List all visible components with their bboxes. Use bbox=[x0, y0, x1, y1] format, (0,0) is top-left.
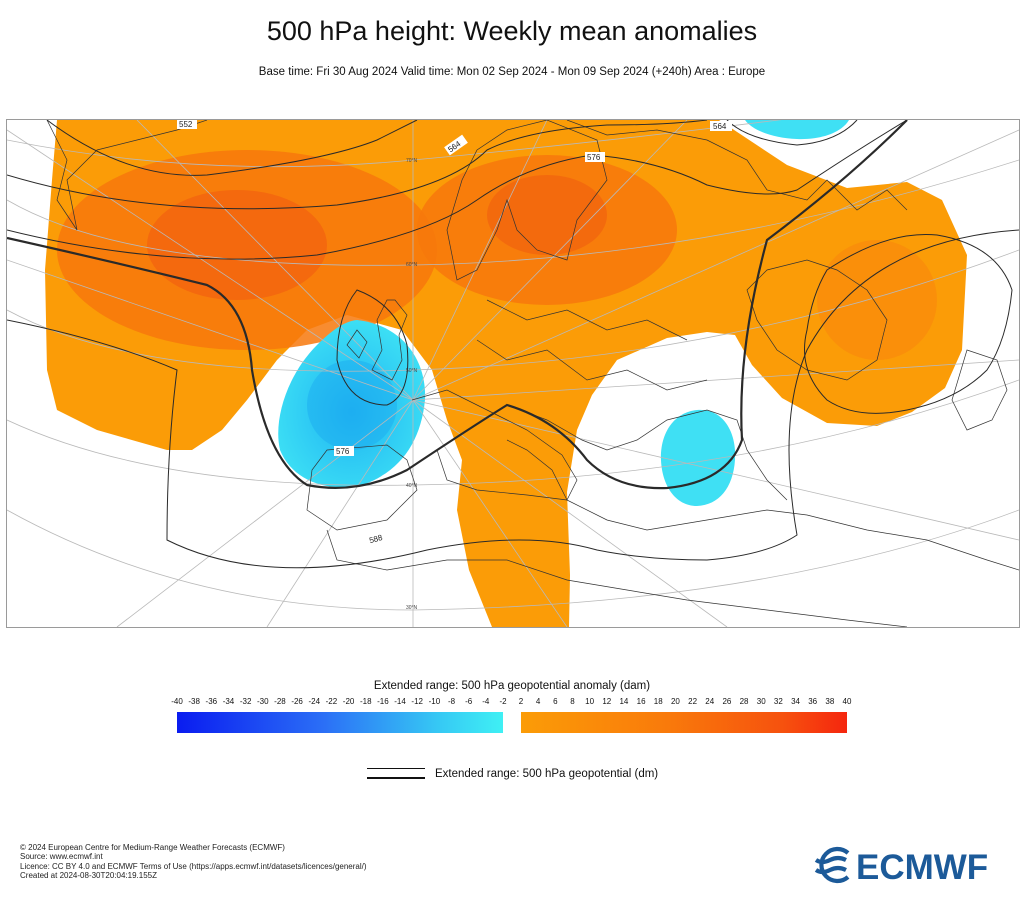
footer-created: Created at 2024-08-30T20:04:19.155Z bbox=[20, 870, 157, 880]
geopotential-line-key bbox=[367, 768, 425, 779]
legend-tick-label: 34 bbox=[791, 697, 800, 706]
ecmwf-logo: ECMWF bbox=[814, 846, 988, 884]
legend-tick-label: 10 bbox=[585, 697, 595, 706]
contour-label-576: 576 bbox=[587, 153, 601, 162]
legend-tick-label: 18 bbox=[653, 697, 663, 706]
legend-tick-label: 24 bbox=[705, 697, 715, 706]
legend-bar-negative bbox=[177, 712, 503, 733]
legend-tick-label: -38 bbox=[188, 697, 200, 706]
coastlines bbox=[46, 120, 1019, 627]
lat-label-40: 40°N bbox=[406, 483, 418, 489]
legend-tick-label: 26 bbox=[722, 697, 732, 706]
legend-ticks: -40 -38 -36 -34 -32 -30 -28 -26 -24 -22 -20 -18 -16-… bbox=[0, 697, 1024, 709]
legend-tick-label: 6 bbox=[553, 697, 558, 706]
contour-label-564-east: 564 bbox=[713, 122, 727, 131]
legend-tick-label: 32 bbox=[773, 697, 783, 706]
footer-copyright: © 2024 European Centre for Medium-Range … bbox=[20, 843, 285, 852]
legend-tick-label: 12 bbox=[602, 697, 612, 706]
legend-tick-label: -26 bbox=[291, 697, 303, 706]
legend-tick-label: -22 bbox=[325, 697, 338, 706]
legend-tick-label: -28 bbox=[274, 697, 286, 706]
contour-label-576-iberia: 576 bbox=[336, 447, 350, 456]
legend-tick-label: 16 bbox=[636, 697, 646, 706]
legend-tick-label: -8 bbox=[447, 697, 456, 706]
legend-tick-label: -4 bbox=[482, 697, 490, 706]
lat-label-50: 50°N bbox=[406, 368, 418, 374]
lat-label-30: 30°N bbox=[406, 605, 418, 611]
legend-tick-label: -40 bbox=[171, 697, 183, 706]
legend-tick-label: 36 bbox=[808, 697, 818, 706]
legend-tick-label: 30 bbox=[756, 697, 766, 706]
lat-label-70: 70°N bbox=[406, 158, 418, 164]
legend-tick-label: -16 bbox=[377, 697, 389, 706]
ecmwf-logo-icon bbox=[814, 846, 850, 884]
footer: © 2024 European Centre for Medium-Range … bbox=[20, 843, 367, 880]
legend-title: Extended range: 500 hPa geopotential ano… bbox=[373, 680, 651, 692]
legend-tick-label: -34 bbox=[222, 697, 235, 706]
legend-tick-label: -20 bbox=[342, 697, 355, 706]
legend-tick-label: 40 bbox=[842, 697, 852, 706]
legend-tick-label: -2 bbox=[499, 697, 507, 706]
positive-anomaly-area bbox=[45, 120, 967, 627]
chart-title: 500 hPa height: Weekly mean anomalies bbox=[266, 16, 758, 46]
ecmwf-logo-text: ECMWF bbox=[856, 848, 988, 884]
legend-tick-label: 38 bbox=[825, 697, 835, 706]
legend-tick-label: -32 bbox=[239, 697, 252, 706]
legend-tick-label: -6 bbox=[465, 697, 473, 706]
footer-source: Source: www.ecmwf.int bbox=[20, 852, 103, 862]
lat-label-60: 60°N bbox=[406, 262, 418, 268]
legend-tick-label: -36 bbox=[205, 697, 218, 706]
legend-tick-label: 2 bbox=[518, 697, 524, 706]
geopotential-contours bbox=[7, 120, 1019, 569]
legend-tick-label: 8 bbox=[570, 697, 575, 706]
legend-tick-label: 14 bbox=[619, 697, 629, 706]
map-canvas: 552 564 576 564 576 588 70°N 60°N 50°N 4… bbox=[7, 120, 1019, 627]
legend-tick-label: 20 bbox=[670, 697, 680, 706]
footer-licence: Licence: CC BY 4.0 and ECMWF Terms of Us… bbox=[20, 861, 367, 871]
legend-tick-label: -24 bbox=[308, 697, 321, 706]
geopotential-line-label: Extended range: 500 hPa geopotential (dm… bbox=[435, 768, 659, 780]
graticule bbox=[7, 120, 1019, 627]
legend-tick-label: 28 bbox=[739, 697, 749, 706]
contour-label-552: 552 bbox=[179, 120, 193, 129]
legend-tick-label: -14 bbox=[394, 697, 406, 706]
legend-tick-label: 4 bbox=[535, 697, 541, 706]
anomaly-map: 552 564 576 564 576 588 70°N 60°N 50°N 4… bbox=[6, 119, 1020, 628]
legend-tick-label: -30 bbox=[257, 697, 269, 706]
legend-bar-positive bbox=[521, 712, 847, 733]
legend-tick-label: -10 bbox=[428, 697, 441, 706]
chart-subtitle: Base time: Fri 30 Aug 2024 Valid time: M… bbox=[258, 66, 766, 78]
legend-tick-label: -12 bbox=[411, 697, 423, 706]
contour-label-588: 588 bbox=[368, 533, 384, 545]
latitude-labels: 70°N 60°N 50°N 40°N 30°N bbox=[406, 158, 418, 611]
legend-tick-label: -18 bbox=[359, 697, 372, 706]
legend-tick-label: 22 bbox=[688, 697, 698, 706]
negative-anomaly-area bbox=[278, 120, 849, 506]
